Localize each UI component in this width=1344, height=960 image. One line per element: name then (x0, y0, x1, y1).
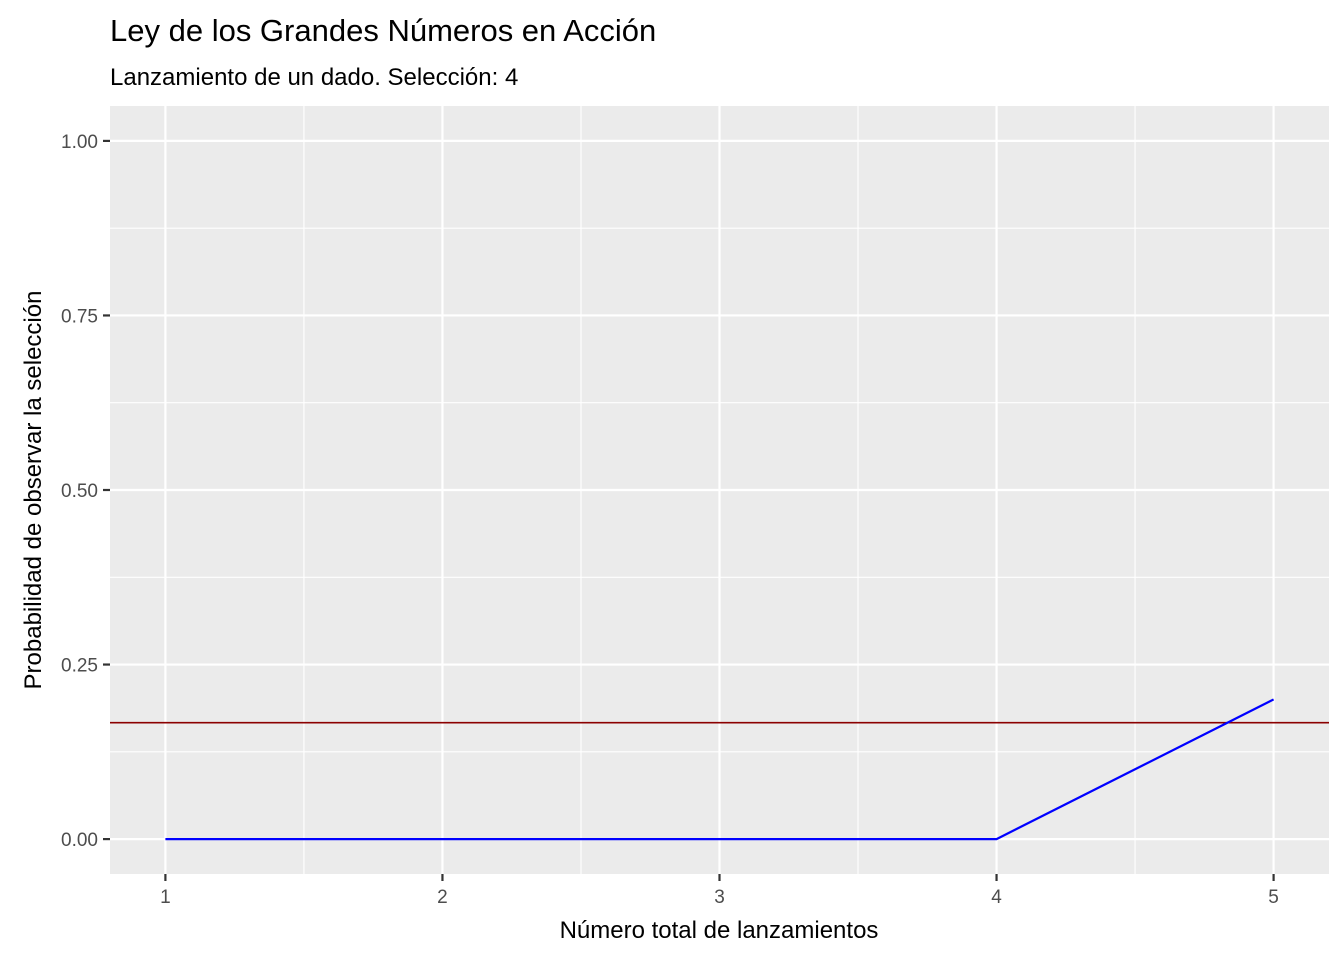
y-tick-label: 0.50 (61, 481, 98, 502)
y-axis: 0.00 0.25 0.50 0.75 1.00 (61, 132, 110, 851)
chart-title: Ley de los Grandes Números en Acción (110, 13, 656, 48)
y-tick-label: 1.00 (61, 132, 98, 153)
x-tick-label: 3 (714, 887, 725, 908)
chart-subtitle: Lanzamiento de un dado. Selección: 4 (110, 64, 518, 91)
x-tick-label: 2 (437, 887, 448, 908)
x-axis: 1 2 3 4 5 (160, 874, 1279, 908)
y-tick-label: 0.75 (61, 306, 98, 327)
x-tick-label: 5 (1268, 887, 1279, 908)
x-tick-label: 4 (991, 887, 1002, 908)
y-tick-label: 0.25 (61, 656, 98, 677)
y-tick-label: 0.00 (61, 830, 98, 851)
y-axis-label: Probabilidad de observar la selección (20, 291, 47, 690)
series-line (165, 698, 1275, 841)
x-axis-label: Número total de lanzamientos (560, 917, 879, 944)
x-tick-label: 1 (160, 887, 171, 908)
series-layer (165, 698, 1275, 841)
